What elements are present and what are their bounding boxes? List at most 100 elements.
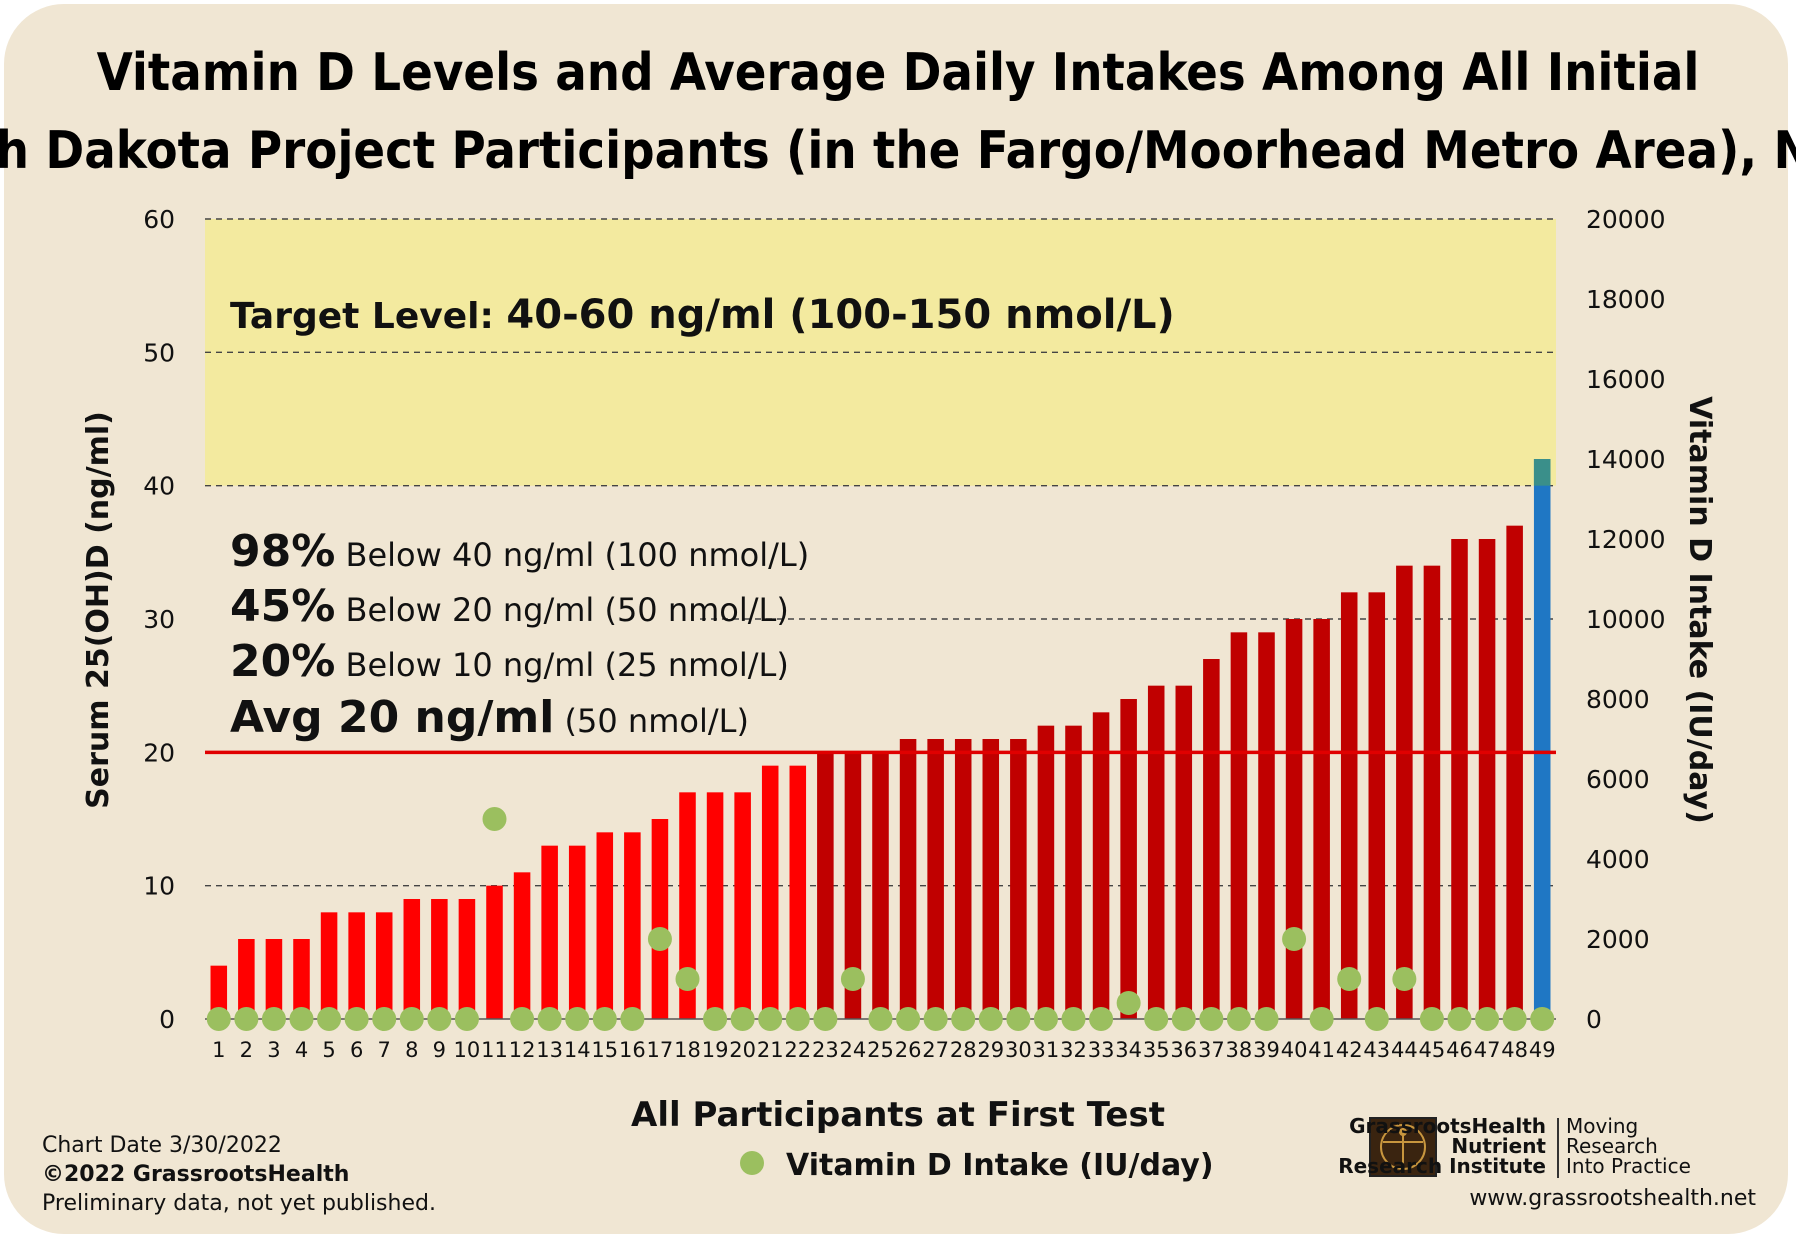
intake-point-30 [1006, 1007, 1031, 1031]
intake-point-20 [730, 1007, 755, 1031]
x-tick-label-13: 13 [536, 1038, 563, 1062]
chart-title-line-1: Vitamin D Levels and Average Daily Intak… [97, 43, 1700, 103]
intake-point-35 [1144, 1007, 1169, 1031]
bar-participant-11 [486, 885, 503, 1019]
intake-point-11 [482, 807, 507, 831]
stat-line-2: 45% Below 20 ng/ml (50 nmol/L) [230, 581, 789, 632]
x-tick-label-38: 38 [1226, 1038, 1253, 1062]
stat-line-1: 98% Below 40 ng/ml (100 nmol/L) [230, 526, 809, 577]
intake-point-45 [1419, 1007, 1444, 1031]
x-tick-label-19: 19 [702, 1038, 729, 1062]
bar-participant-5 [320, 912, 338, 1019]
bar-participant-19 [706, 792, 724, 1019]
x-tick-label-32: 32 [1060, 1038, 1087, 1062]
intake-point-16 [620, 1007, 645, 1031]
y2-tick-label-12000: 12000 [1586, 525, 1666, 554]
x-tick-label-43: 43 [1363, 1038, 1390, 1062]
bar-participant-48 [1506, 525, 1523, 1019]
x-tick-label-35: 35 [1143, 1038, 1170, 1062]
logo-circle [1380, 1124, 1426, 1170]
x-tick-label-7: 7 [378, 1038, 391, 1062]
stats-block: 98% Below 40 ng/ml (100 nmol/L) 45% Belo… [230, 526, 809, 743]
organization-logo [1369, 1117, 1437, 1177]
bar-participant-32 [1065, 725, 1082, 1019]
bar-participant-49-target-part [1533, 459, 1551, 486]
bar-participant-22 [789, 765, 807, 1019]
bar-participant-2 [238, 939, 255, 1019]
x-tick-label-12: 12 [509, 1038, 536, 1062]
x-tick-label-49: 49 [1529, 1038, 1556, 1062]
intake-point-23 [813, 1007, 838, 1031]
bar-participant-49 [1533, 459, 1551, 1019]
bar-participant-9 [431, 899, 448, 1019]
x-tick-label-46: 46 [1446, 1038, 1473, 1062]
y-tick-label-40: 40 [143, 472, 175, 501]
tagline-line-3: Into Practice [1566, 1154, 1691, 1178]
intake-point-44 [1392, 967, 1417, 991]
x-tick-label-1: 1 [212, 1038, 225, 1062]
org-name-line-1: GrassrootsHealth [1349, 1114, 1546, 1138]
intake-point-46 [1447, 1007, 1472, 1031]
x-tick-label-15: 15 [591, 1038, 618, 1062]
y2-tick-label-18000: 18000 [1586, 285, 1666, 314]
bar-participant-20 [734, 792, 751, 1019]
bar-participant-28 [954, 739, 972, 1019]
intake-point-2 [234, 1007, 259, 1031]
tagline-line-2: Research [1566, 1134, 1658, 1158]
x-tick-label-30: 30 [1005, 1038, 1032, 1062]
intake-point-47 [1475, 1007, 1500, 1031]
bar-participant-41 [1313, 619, 1330, 1019]
bar-participant-36 [1175, 685, 1193, 1019]
intake-point-9 [427, 1007, 452, 1031]
bar-participant-7 [375, 912, 393, 1019]
bar-participant-21 [761, 765, 779, 1019]
x-tick-label-20: 20 [729, 1038, 756, 1062]
x-tick-label-14: 14 [564, 1038, 591, 1062]
x-tick-label-41: 41 [1308, 1038, 1335, 1062]
intake-point-21 [758, 1007, 783, 1031]
org-name-line-3: Research Institute [1338, 1154, 1546, 1178]
stat-3-small: Below 10 ng/ml (25 nmol/L) [335, 646, 789, 684]
y-tick-label-50: 50 [143, 338, 175, 367]
x-tick-label-40: 40 [1281, 1038, 1308, 1062]
y-axis-title: Serum 25(OH)D (ng/ml) [81, 411, 116, 809]
intake-point-33 [1089, 1007, 1114, 1031]
intake-point-34 [1116, 991, 1141, 1015]
intake-point-3 [261, 1007, 286, 1031]
intake-point-13 [537, 1007, 562, 1031]
intake-point-17 [647, 927, 672, 951]
x-tick-label-37: 37 [1198, 1038, 1225, 1062]
bar-participant-46 [1451, 539, 1468, 1019]
x-tick-label-10: 10 [454, 1038, 481, 1062]
intake-point-41 [1309, 1007, 1334, 1031]
intake-point-10 [454, 1007, 479, 1031]
y2-tick-label-4000: 4000 [1586, 845, 1650, 874]
x-tick-label-28: 28 [950, 1038, 977, 1062]
stat-4-small: (50 nmol/L) [554, 702, 749, 740]
bar-participant-24 [844, 752, 862, 1019]
intake-point-39 [1254, 1007, 1279, 1031]
bar-participant-35 [1147, 685, 1165, 1019]
stat-2-small: Below 20 ng/ml (50 nmol/L) [335, 591, 789, 629]
bar-participant-44 [1396, 565, 1413, 1019]
bar-participant-3 [265, 939, 283, 1019]
y-tick-label-10: 10 [143, 872, 175, 901]
plot-area: 0102030405060020004000600080001000012000… [143, 205, 1665, 1062]
org-name-line-2: Nutrient [1451, 1134, 1546, 1158]
x-tick-label-34: 34 [1115, 1038, 1142, 1062]
y-tick-label-60: 60 [143, 205, 175, 234]
y2-tick-label-2000: 2000 [1586, 925, 1650, 954]
y2-tick-label-8000: 8000 [1586, 685, 1650, 714]
stat-4-big: Avg 20 ng/ml [230, 692, 554, 743]
bar-participant-29 [982, 739, 1000, 1019]
bar-participant-40 [1285, 619, 1303, 1019]
x-tick-label-26: 26 [895, 1038, 922, 1062]
chart-date: Chart Date 3/30/2022 [42, 1133, 282, 1158]
x-tick-label-45: 45 [1419, 1038, 1446, 1062]
bar-participant-31 [1037, 725, 1055, 1019]
intake-point-4 [289, 1007, 314, 1031]
intake-point-25 [868, 1007, 893, 1031]
bar-participant-16 [624, 832, 641, 1019]
bar-participant-34 [1120, 699, 1137, 1019]
y-tick-label-30: 30 [143, 605, 175, 634]
